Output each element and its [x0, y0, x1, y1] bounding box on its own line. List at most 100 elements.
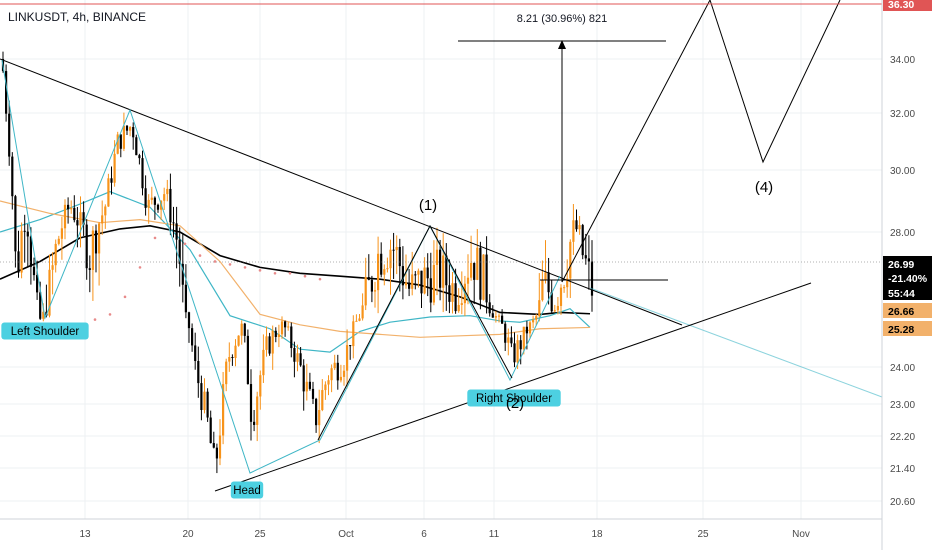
measure-arrowhead — [558, 40, 566, 49]
wave-label-1: (1) — [419, 197, 437, 214]
candle-body — [417, 270, 420, 275]
candle-body — [466, 277, 470, 284]
time-axis[interactable]: 13 20 25 Oct 6 11 18 25 Nov — [79, 529, 809, 540]
label-right-shoulder: Right Shoulder — [476, 393, 552, 405]
candle-body — [550, 292, 553, 312]
candle-body — [547, 272, 550, 293]
candle-body — [395, 246, 398, 251]
label-right-shoulder-bg — [467, 389, 561, 407]
candle-body — [144, 188, 147, 208]
trendline-extension — [589, 287, 883, 398]
candle-body — [215, 447, 218, 459]
candle-body — [485, 254, 488, 303]
x-tick-label: 18 — [591, 529, 603, 540]
candle-body — [259, 375, 262, 397]
y-tick-label: 28.00 — [890, 228, 915, 239]
candle-body — [203, 391, 206, 411]
descending-trendline — [0, 58, 683, 326]
wave-zigzag — [317, 224, 513, 441]
y-tick-label: 32.00 — [890, 109, 915, 120]
candle-body — [119, 134, 122, 149]
candle-body — [442, 255, 445, 288]
candle-body — [113, 153, 116, 183]
candle-body — [76, 220, 79, 226]
psar-dot — [213, 260, 217, 263]
candle-body — [70, 207, 73, 210]
y-tick-label: 24.00 — [890, 363, 915, 374]
candle-body — [311, 388, 315, 399]
price-axis[interactable]: 20.60 21.40 22.20 23.00 24.00 28.00 30.00 32.00… — [883, 0, 932, 508]
price-tag-bg — [883, 0, 932, 11]
candle-body — [228, 357, 231, 362]
candle-body — [256, 396, 259, 425]
candle-body — [330, 368, 333, 381]
ma-teal-line — [0, 191, 591, 353]
candle-body — [200, 383, 203, 411]
candle-body — [153, 197, 156, 205]
candle-body — [178, 239, 181, 264]
candle-body — [541, 279, 544, 301]
candle-body — [104, 206, 107, 216]
psar-dot — [318, 277, 322, 281]
candle-body — [156, 204, 160, 210]
candle-body — [519, 340, 522, 350]
candle-body — [321, 390, 324, 411]
candle-body — [107, 178, 110, 207]
candle-body — [94, 230, 98, 254]
candle-body — [522, 326, 525, 350]
candle-body — [339, 376, 342, 381]
candle-body — [184, 284, 187, 313]
y-tick-label: 21.40 — [890, 464, 915, 475]
candle-body — [584, 255, 587, 259]
candle-body — [240, 323, 243, 336]
candle-body — [284, 321, 287, 328]
candle-body — [88, 268, 91, 270]
candle-body — [392, 249, 395, 251]
candle-body — [370, 279, 373, 292]
candle-body — [287, 326, 290, 328]
candle-body — [349, 345, 352, 347]
candle-body — [435, 249, 439, 266]
candle-body — [327, 380, 330, 385]
labels: Left Shoulder Head Right Shoulder (1) (2) (4)… — [1, 13, 773, 499]
psar-dot — [273, 271, 277, 275]
x-tick-label: 13 — [79, 529, 91, 540]
candle-body — [559, 287, 563, 306]
candle-body — [125, 125, 129, 131]
price-tag-bg — [883, 270, 932, 285]
x-tick-label: 6 — [421, 529, 427, 540]
wave-label-2: (2) — [506, 395, 524, 412]
candle-body — [163, 194, 166, 201]
candle-body — [110, 178, 113, 183]
candle-body — [408, 282, 411, 289]
candle-body — [175, 223, 178, 240]
candle-body — [315, 398, 318, 426]
candle-body — [166, 188, 169, 195]
candle-body — [426, 267, 429, 279]
candle-body — [54, 243, 57, 266]
wave-label-4: (4) — [755, 179, 773, 196]
candle-body — [129, 127, 132, 131]
candle-body — [98, 223, 101, 254]
candle-body — [268, 336, 271, 354]
candle-body — [491, 313, 494, 318]
pattern-zigzag — [1, 59, 561, 474]
candle-body — [336, 362, 339, 381]
candle-body — [473, 262, 476, 280]
ma-black-line — [0, 224, 591, 316]
candle-body — [556, 305, 559, 311]
candle-body — [535, 316, 538, 320]
candle-body — [414, 274, 417, 276]
candle-body — [364, 277, 367, 306]
price-tag: -21.40% — [888, 273, 928, 285]
candle-body — [432, 265, 435, 303]
candle-body — [262, 349, 265, 376]
candle-body — [318, 410, 321, 426]
candle-body — [346, 345, 349, 371]
price-tag-bg — [883, 285, 932, 300]
psar-dot — [183, 242, 187, 246]
candle-body — [290, 326, 293, 349]
candle-body — [181, 263, 184, 285]
